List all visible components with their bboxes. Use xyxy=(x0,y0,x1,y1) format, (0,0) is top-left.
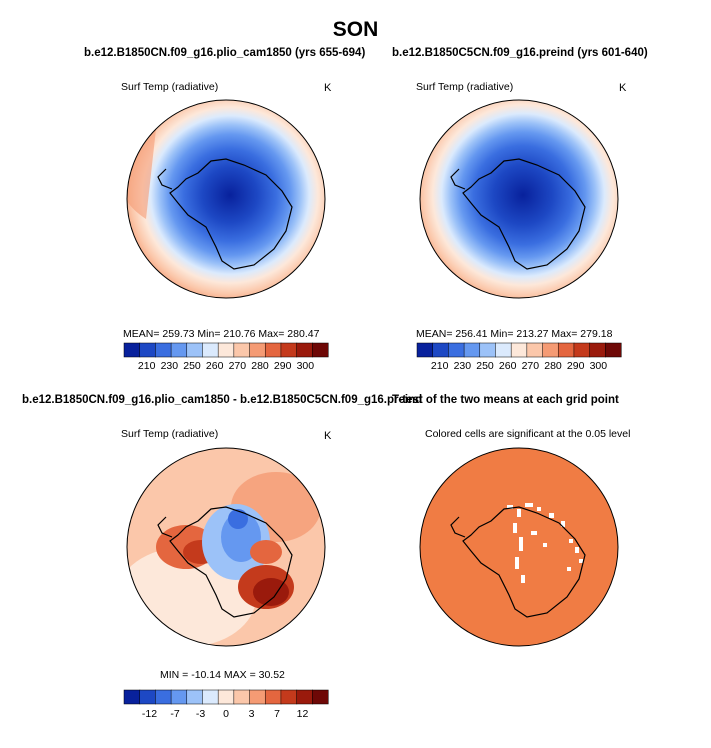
colorbar-absolute-right-swatch xyxy=(573,342,591,358)
colorbar-absolute-left-swatch xyxy=(280,342,298,358)
panel-3-antarctica-outline xyxy=(157,506,293,618)
colorbar-difference-swatch xyxy=(249,689,266,705)
panel-1-title: b.e12.B1850CN.f09_g16.plio_cam1850 (yrs … xyxy=(84,47,366,59)
colorbar-difference-swatch xyxy=(139,689,156,705)
colorbar-difference-tick-label: -12 xyxy=(141,708,158,720)
colorbar-absolute-left-tick-label: 300 xyxy=(296,360,315,372)
colorbar-absolute-left-tick-label: 210 xyxy=(137,360,156,372)
panel-2-stats: MEAN= 256.41 Min= 213.27 Max= 279.18 xyxy=(416,328,613,340)
colorbar-absolute-right-swatch xyxy=(448,342,465,358)
colorbar-difference-tick-label: -7 xyxy=(170,708,180,720)
colorbar-absolute-right-swatch xyxy=(589,342,606,358)
panel-1-variable: Surf Temp (radiative) xyxy=(121,81,219,93)
colorbar-absolute-left-swatch xyxy=(139,342,156,358)
colorbar-absolute-left-labels: 210 230 250 260 270 280 290 300 xyxy=(124,360,328,374)
panel-2-title: b.e12.B1850C5CN.f09_g16.preind (yrs 601-… xyxy=(392,47,648,59)
panel-4-title: T-test of the two means at each grid poi… xyxy=(392,394,619,406)
colorbar-absolute-right-swatch xyxy=(495,342,512,358)
colorbar-difference-swatch xyxy=(170,689,188,705)
colorbar-absolute-right-swatch xyxy=(510,342,528,358)
colorbar-difference-tick-label: 7 xyxy=(274,708,280,720)
colorbar-difference-swatch xyxy=(217,689,235,705)
colorbar-difference-swatch xyxy=(296,689,313,705)
colorbar-difference-tick-label: 0 xyxy=(223,708,229,720)
panel-3-map xyxy=(126,447,326,647)
colorbar-absolute-left-swatch xyxy=(123,342,141,358)
colorbar-absolute-left-swatch xyxy=(186,342,204,358)
colorbar-absolute-right-tick-label: 280 xyxy=(544,360,562,372)
colorbar-absolute-left-swatch xyxy=(202,342,219,358)
colorbar-difference-swatch xyxy=(202,689,219,705)
colorbar-absolute-left xyxy=(123,342,329,358)
colorbar-absolute-right-tick-label: 270 xyxy=(521,360,540,372)
colorbar-absolute-right-swatch xyxy=(605,342,622,358)
colorbar-absolute-left-swatch xyxy=(217,342,235,358)
colorbar-absolute-right-swatch xyxy=(479,342,497,358)
colorbar-difference-labels: -12 -7 -3 0 3 7 12 xyxy=(124,708,328,722)
colorbar-absolute-left-swatch xyxy=(312,342,329,358)
colorbar-absolute-right-labels: 210 230 250 260 270 280 290 300 xyxy=(417,360,621,374)
colorbar-difference-swatch xyxy=(186,689,204,705)
panel-3-stats: MIN = -10.14 MAX = 30.52 xyxy=(160,669,285,681)
panel-1-stats: MEAN= 259.73 Min= 210.76 Max= 280.47 xyxy=(123,328,320,340)
panel-1-antarctica-outline xyxy=(157,158,293,270)
panel-3-variable: Surf Temp (radiative) xyxy=(121,428,219,440)
colorbar-difference-swatch xyxy=(155,689,172,705)
colorbar-absolute-right-tick-label: 210 xyxy=(430,360,449,372)
page-title: SON xyxy=(332,18,379,41)
colorbar-absolute-left-swatch xyxy=(233,342,251,358)
colorbar-absolute-left-tick-label: 280 xyxy=(251,360,269,372)
panel-2-map xyxy=(419,99,619,299)
colorbar-difference-swatch xyxy=(312,689,329,705)
colorbar-absolute-right xyxy=(416,342,622,358)
panel-2-units: K xyxy=(619,82,627,94)
panel-1-units: K xyxy=(324,82,332,94)
colorbar-absolute-right-swatch xyxy=(463,342,481,358)
colorbar-absolute-right-tick-label: 300 xyxy=(589,360,608,372)
colorbar-absolute-left-tick-label: 260 xyxy=(205,360,224,372)
colorbar-absolute-left-swatch xyxy=(264,342,282,358)
colorbar-absolute-right-swatch xyxy=(526,342,544,358)
colorbar-absolute-left-swatch xyxy=(296,342,313,358)
colorbar-difference-tick-label: 3 xyxy=(248,708,255,720)
panel-2-variable: Surf Temp (radiative) xyxy=(416,81,514,93)
panel-2-antarctica-outline xyxy=(450,158,586,270)
colorbar-difference-swatch xyxy=(233,689,251,705)
colorbar-absolute-right-tick-label: 250 xyxy=(476,360,494,372)
panel-3-units: K xyxy=(324,430,332,442)
panel-1-map xyxy=(126,99,326,299)
colorbar-absolute-right-tick-label: 230 xyxy=(453,360,472,372)
panel-3-title: b.e12.B1850CN.f09_g16.plio_cam1850 - b.e… xyxy=(22,394,423,406)
colorbar-absolute-right-tick-label: 290 xyxy=(566,360,585,372)
colorbar-absolute-right-swatch xyxy=(416,342,434,358)
colorbar-absolute-right-swatch xyxy=(557,342,575,358)
colorbar-absolute-left-tick-label: 270 xyxy=(228,360,247,372)
panel-4-antarctica-outline xyxy=(450,506,586,618)
colorbar-difference-tick-label: -3 xyxy=(195,708,206,720)
colorbar-absolute-left-swatch xyxy=(170,342,188,358)
colorbar-difference-swatch xyxy=(264,689,282,705)
colorbar-absolute-left-swatch xyxy=(155,342,172,358)
colorbar-absolute-right-swatch xyxy=(542,342,559,358)
colorbar-absolute-left-tick-label: 250 xyxy=(183,360,201,372)
colorbar-absolute-right-swatch xyxy=(432,342,449,358)
colorbar-difference xyxy=(123,689,329,705)
colorbar-difference-tick-label: 12 xyxy=(296,708,309,720)
colorbar-difference-swatch xyxy=(280,689,298,705)
colorbar-absolute-left-tick-label: 230 xyxy=(160,360,179,372)
colorbar-absolute-left-swatch xyxy=(249,342,266,358)
colorbar-absolute-left-tick-label: 290 xyxy=(273,360,292,372)
colorbar-absolute-right-tick-label: 260 xyxy=(498,360,517,372)
panel-4-map xyxy=(419,447,619,647)
colorbar-difference-swatch xyxy=(123,689,141,705)
panel-4-variable: Colored cells are significant at the 0.0… xyxy=(425,428,631,440)
